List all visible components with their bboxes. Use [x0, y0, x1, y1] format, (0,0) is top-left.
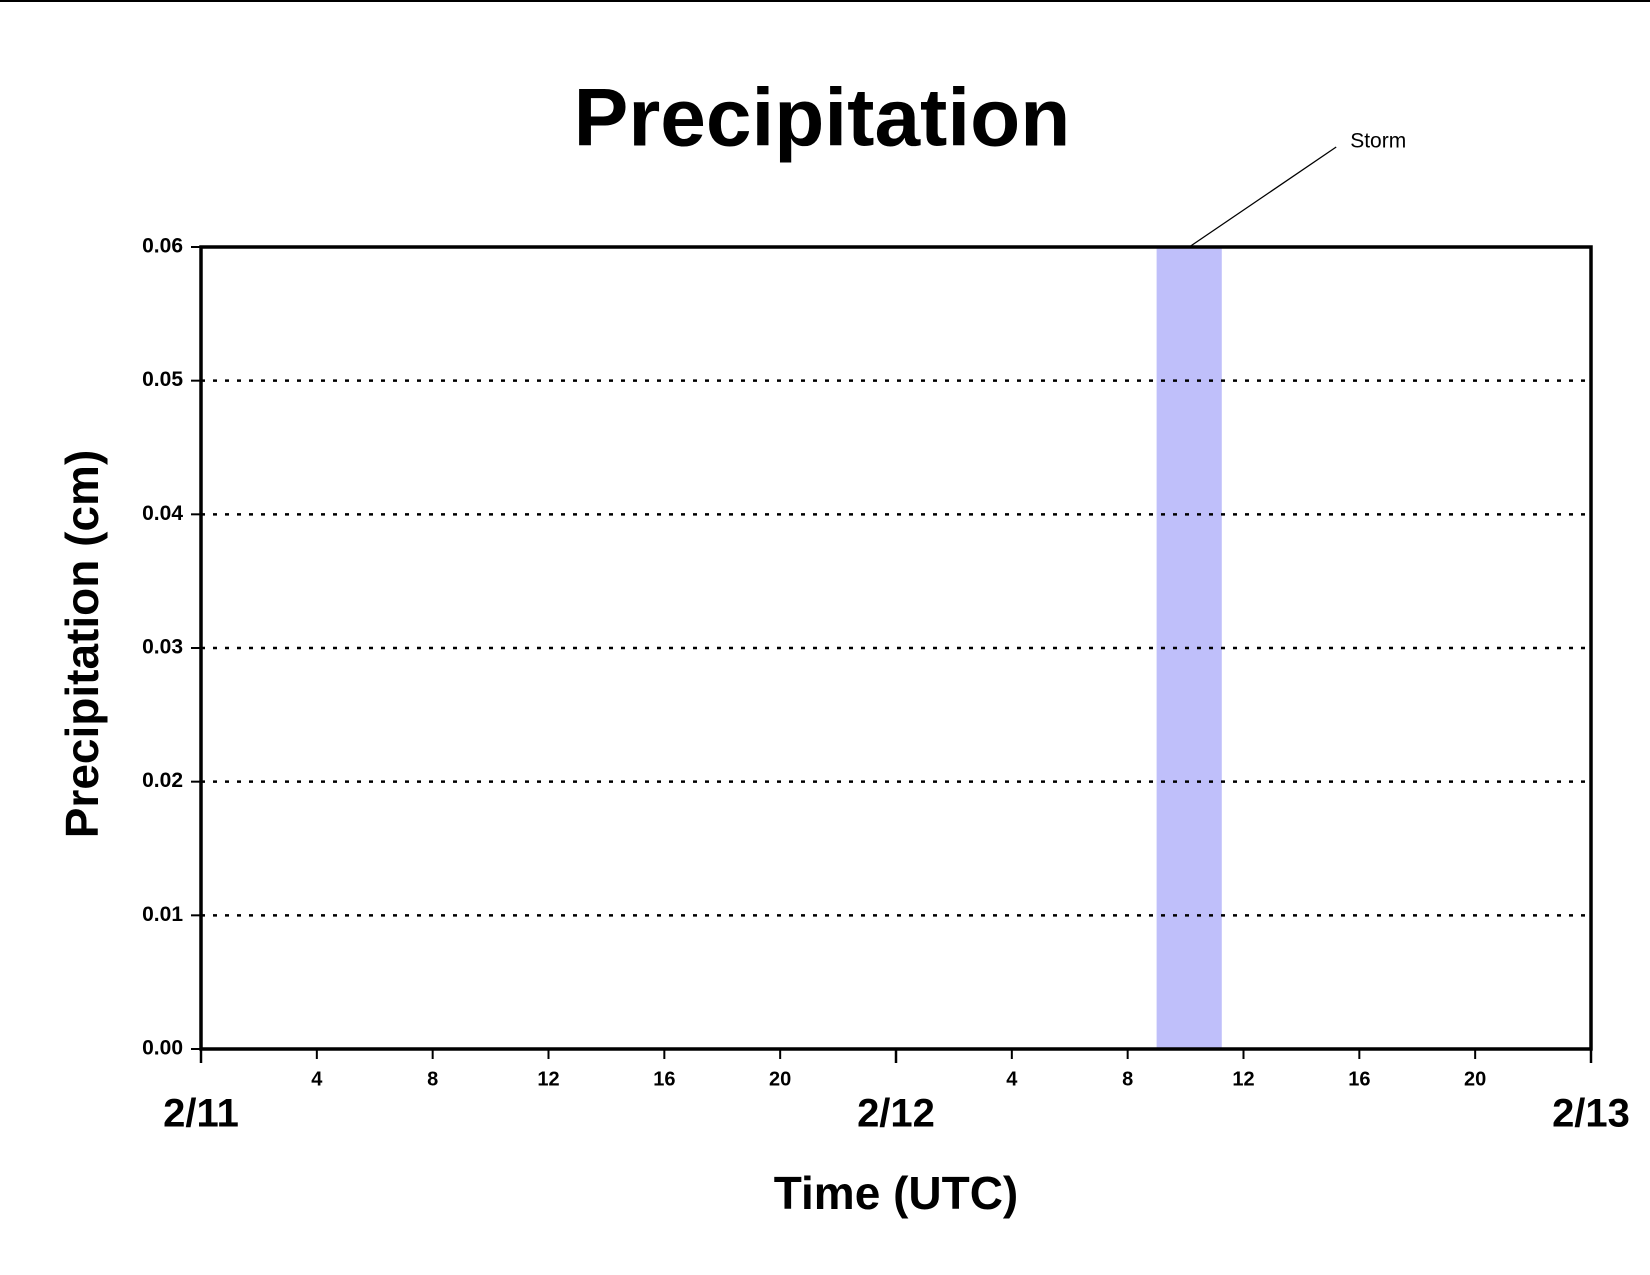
annotation-label: Storm — [1350, 130, 1406, 153]
date-tick-label: 2/13 — [1552, 1092, 1630, 1136]
y-tick-label: 0.06 — [142, 235, 183, 258]
y-axis-label: Precipitation (cm) — [56, 450, 108, 839]
x-tick-label: 12 — [1232, 1068, 1254, 1090]
x-tick-label: 20 — [1464, 1068, 1486, 1090]
x-axis-label: Time (UTC) — [774, 1167, 1019, 1219]
y-tick-label: 0.00 — [142, 1037, 183, 1060]
x-tick-label: 16 — [653, 1068, 675, 1090]
x-tick-label: 4 — [1006, 1068, 1018, 1090]
date-tick-label: 2/12 — [857, 1092, 935, 1136]
annotation-leader — [1188, 146, 1337, 248]
y-tick-label: 0.05 — [142, 368, 183, 391]
x-tick-label: 20 — [769, 1068, 791, 1090]
chart-title: Precipitation — [574, 73, 1071, 164]
y-tick-label: 0.02 — [142, 769, 183, 792]
x-tick-label: 8 — [1122, 1068, 1133, 1090]
y-tick-label: 0.04 — [142, 502, 183, 525]
y-tick-label: 0.01 — [142, 903, 183, 926]
plot-frame — [199, 245, 1593, 1051]
x-tick-label: 4 — [311, 1068, 323, 1090]
date-tick-label: 2/11 — [163, 1092, 239, 1136]
x-tick-label: 12 — [537, 1068, 559, 1090]
x-tick-label: 8 — [427, 1068, 438, 1090]
x-tick-label: 16 — [1348, 1068, 1370, 1090]
y-tick-label: 0.03 — [142, 636, 183, 659]
